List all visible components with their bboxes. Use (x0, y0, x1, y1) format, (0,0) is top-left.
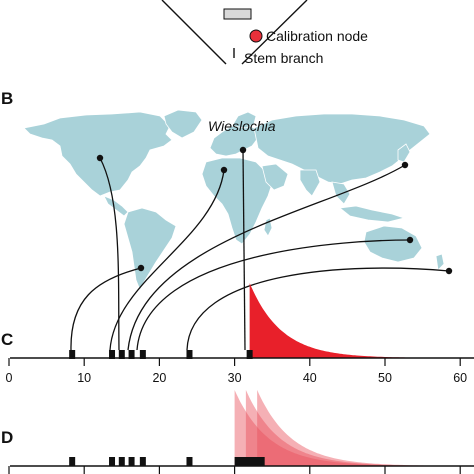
calibration-node-label: Calibration node (266, 28, 368, 44)
tree-left-branch (161, 0, 227, 65)
australia-landmass (363, 225, 423, 263)
connector-curve (109, 169, 225, 351)
scandinavia-landmass (231, 111, 257, 129)
panel-letter-d: D (1, 428, 13, 447)
fossil-locality-dots (96, 146, 453, 275)
panel-d-ticks (8, 466, 461, 474)
axis-tick-label: 60 (453, 371, 467, 385)
panel-d-prior-density (257, 390, 474, 466)
greenland-landmass (163, 109, 203, 139)
connector-curve (70, 267, 142, 351)
africa-landmass (201, 157, 273, 245)
connector-curve (242, 149, 246, 351)
taxon-label: Wieslochia (208, 118, 276, 134)
axis-tick-label: 20 (152, 371, 166, 385)
axis-tick-label: 40 (303, 371, 317, 385)
new-zealand-landmass (435, 253, 445, 271)
fossil-age-marker (109, 457, 116, 466)
locality-dot (137, 264, 145, 272)
locality-dot (401, 161, 409, 169)
fossil-age-marker (118, 350, 125, 359)
south-america-landmass (123, 207, 177, 291)
locality-dot (96, 154, 104, 162)
asia-landmass (253, 113, 431, 185)
axis-tick-label: 10 (77, 371, 91, 385)
central-america-landmass (103, 195, 129, 217)
panel-letter-b: B (1, 89, 13, 108)
connector-curve (127, 164, 406, 351)
southeast-asia-landmass (331, 181, 351, 205)
fossil-age-marker (69, 457, 76, 466)
locality-dot (406, 236, 414, 244)
fossil-age-markers (69, 350, 253, 359)
fossil-age-marker (128, 350, 135, 359)
north-america-landmass (23, 111, 173, 197)
fossil-age-marker (118, 457, 125, 466)
japan-landmass (397, 143, 411, 163)
fossil-age-marker (69, 350, 76, 359)
calibration-prior-density (249, 283, 474, 358)
panel-a: Calibration node Stem branch (161, 0, 368, 66)
panel-d-prior-density (245, 390, 474, 466)
connector-curve (99, 157, 120, 351)
fossil-age-block (234, 457, 265, 466)
fossil-age-marker (128, 457, 135, 466)
connector-curve (186, 267, 450, 351)
fossil-age-marker (246, 350, 253, 359)
panel-d-markers (69, 457, 265, 466)
fossil-age-marker (186, 457, 193, 466)
panel-letter-c: C (1, 330, 13, 349)
axis-tick-label: 50 (378, 371, 392, 385)
connector-curve (136, 239, 411, 351)
fossil-connectors (70, 149, 450, 351)
stem-branch-label: Stem branch (244, 50, 323, 66)
locality-dot (239, 146, 247, 154)
fossil-age-marker (139, 350, 146, 359)
fossil-age-marker (109, 350, 116, 359)
world-map (23, 109, 445, 291)
fossil-age-marker (186, 350, 193, 359)
branch-box (223, 8, 252, 20)
locality-dot (445, 267, 453, 275)
arabia-landmass (261, 163, 289, 191)
fossil-age-marker (139, 457, 146, 466)
panel-d-priors (234, 390, 474, 466)
axis-tick-label: 0 (6, 371, 13, 385)
india-landmass (299, 169, 321, 197)
tree-right-branch (241, 0, 308, 65)
locality-dot (220, 166, 228, 174)
calibration-node-dot (249, 29, 263, 43)
axis-tick-label: 30 (228, 371, 242, 385)
timeline-ticks: 0 10 20 30 40 50 60 (6, 358, 467, 385)
indonesia-landmass (339, 205, 406, 223)
